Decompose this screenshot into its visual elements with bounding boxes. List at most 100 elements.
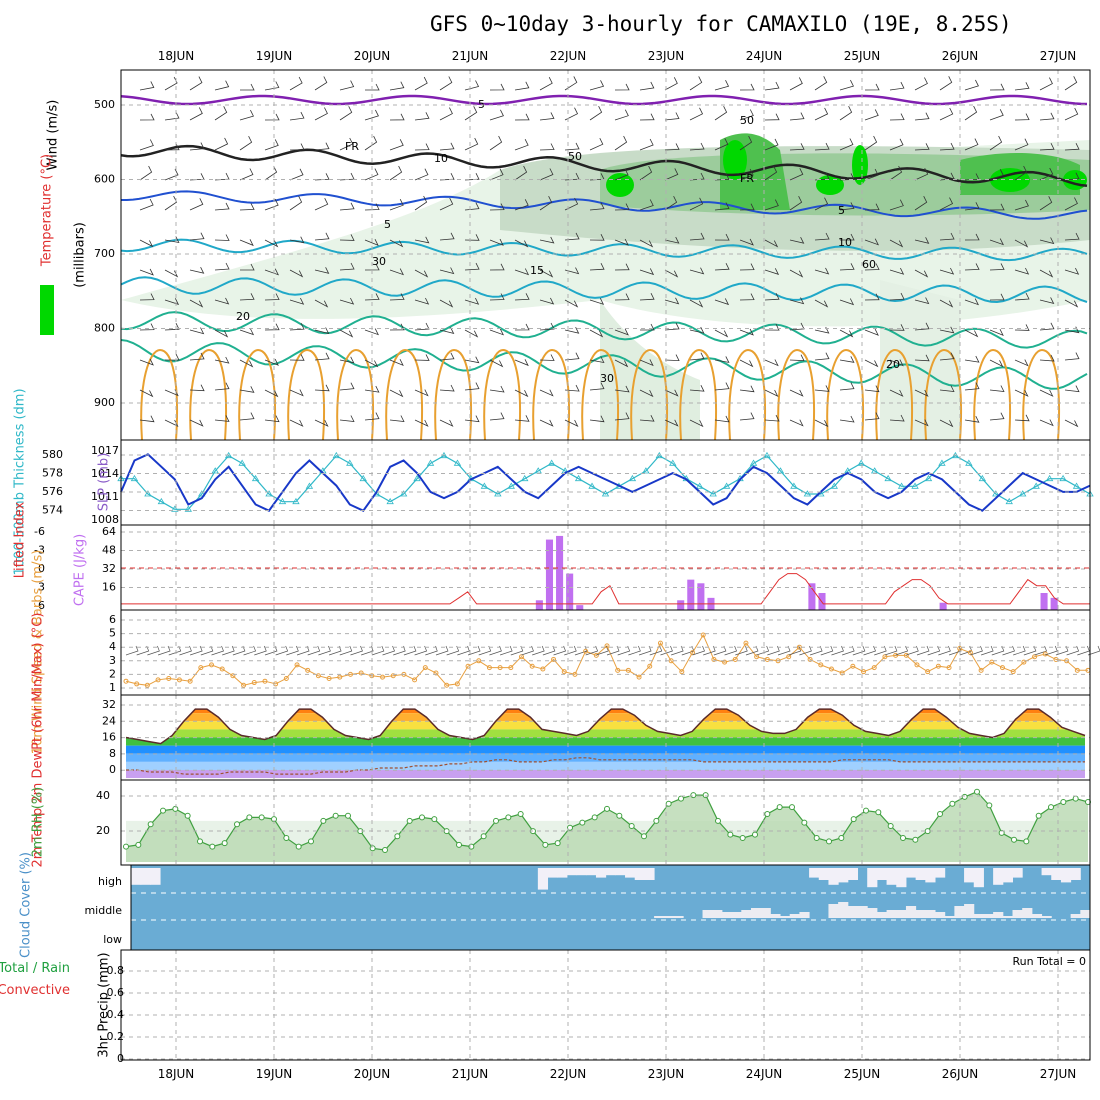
wind-barb xyxy=(564,232,580,241)
isotherm-warm-loop xyxy=(483,348,522,440)
wind-barb xyxy=(514,165,528,181)
thickness-point xyxy=(265,490,273,497)
wind-barb xyxy=(489,135,503,151)
temp-band xyxy=(126,697,1085,705)
wind-barb xyxy=(439,267,455,275)
cloud-high-bar xyxy=(625,868,636,878)
wind-barb xyxy=(964,105,978,121)
cloud-mid-bar xyxy=(1070,914,1081,918)
rh-point xyxy=(246,814,253,821)
wind-barb xyxy=(764,239,779,248)
wind-barb xyxy=(239,359,254,368)
wind-barb xyxy=(214,106,228,121)
wind-barb xyxy=(314,384,330,392)
wind-barb xyxy=(889,414,905,422)
pressure-tick-label: 800 xyxy=(94,322,115,335)
wind-barb xyxy=(1014,82,1030,91)
date-label-bottom: 26JUN xyxy=(942,1067,979,1081)
wind-barb xyxy=(614,359,629,368)
wind-barb xyxy=(264,389,279,398)
lifted-index-label: Lifted Index xyxy=(13,501,28,578)
wind-barb xyxy=(139,139,154,151)
cape-bar xyxy=(939,602,947,610)
thickness-label: 1000-500mb Thickness (dm) xyxy=(13,388,28,575)
wind-barb xyxy=(364,239,379,246)
wind-barb xyxy=(1064,76,1078,91)
wind-speed-point xyxy=(551,656,557,662)
wind-speed-point xyxy=(700,632,706,638)
cloud-high-bar xyxy=(905,868,917,878)
cloud-high-bar xyxy=(150,868,161,885)
wind-barb xyxy=(1039,269,1054,278)
thickness-tick: 574 xyxy=(42,504,63,517)
precip-tick: 0.6 xyxy=(107,986,125,999)
wind-barb xyxy=(614,83,630,91)
wind-speed-point xyxy=(679,669,685,675)
temp-tick: 32 xyxy=(102,698,116,711)
wind-barb xyxy=(864,263,880,271)
temp-tick: 24 xyxy=(102,714,116,727)
wind-barb xyxy=(989,109,1004,121)
precip-tick: 0.4 xyxy=(107,1008,125,1021)
wind-barb xyxy=(614,168,629,181)
cloud-mid-bar xyxy=(905,906,917,918)
wind-barb xyxy=(139,113,155,121)
wind-barb-10m xyxy=(243,645,257,656)
wind-barb xyxy=(564,419,579,427)
cape-label: CAPE (J/kg) xyxy=(73,534,88,606)
rh-point xyxy=(838,835,845,841)
wind-barb xyxy=(939,326,955,334)
wind-barb xyxy=(514,293,530,301)
wind-speed-point xyxy=(850,663,856,669)
wind-speed-point xyxy=(176,677,182,683)
cloud-high-bar xyxy=(140,868,151,885)
wind-barb xyxy=(189,327,205,335)
wind-barb xyxy=(189,198,204,211)
isotherm-warm-loop xyxy=(336,348,375,440)
wind-barb xyxy=(889,359,904,367)
wind-barb xyxy=(189,267,205,274)
wind-barb xyxy=(264,113,280,121)
wind-barb xyxy=(139,198,154,211)
wind-barb xyxy=(364,293,380,301)
wind-barb xyxy=(939,197,954,211)
wind-barb xyxy=(664,354,680,362)
cloud-high-bar xyxy=(867,868,878,888)
wind-barb xyxy=(664,112,680,121)
wind-barb xyxy=(864,168,879,181)
slp-tick: 1011 xyxy=(91,490,119,503)
wind-barb-10m xyxy=(938,645,951,656)
wind-barb xyxy=(314,142,330,151)
wind-barb xyxy=(389,81,405,91)
cape-bar xyxy=(808,583,816,610)
wind-barb-10m xyxy=(1045,645,1058,656)
rh-point xyxy=(604,805,610,812)
thickness-point xyxy=(965,459,973,466)
wind-barb xyxy=(489,238,504,246)
wind-barb xyxy=(414,419,429,427)
cloud-mid-bar xyxy=(1041,916,1052,918)
rh-point xyxy=(123,843,129,850)
wind-barb xyxy=(889,199,904,211)
wind-barb xyxy=(464,415,480,423)
wind-barb xyxy=(964,202,980,211)
wind-barb xyxy=(739,293,755,301)
contour-label: 30 xyxy=(600,372,614,385)
date-label-top: 18JUN xyxy=(158,49,195,63)
wind-barb xyxy=(264,81,280,91)
wind-barb xyxy=(789,419,804,427)
wind-barb xyxy=(539,269,554,278)
wind-speed-point xyxy=(583,648,589,654)
contour-label: FR xyxy=(345,140,359,153)
rh-point xyxy=(912,836,919,843)
wind-barb xyxy=(439,352,455,361)
wind-barb xyxy=(139,268,154,276)
wind-speed-point xyxy=(123,678,129,684)
wind-barb xyxy=(314,76,328,91)
wind-barb-10m xyxy=(467,645,481,656)
wind-barb xyxy=(1064,419,1079,428)
rh-point xyxy=(974,788,980,795)
wind-barb xyxy=(589,415,605,423)
thickness-point xyxy=(305,482,314,489)
pressure-axis-label: (millibars) xyxy=(73,222,88,288)
